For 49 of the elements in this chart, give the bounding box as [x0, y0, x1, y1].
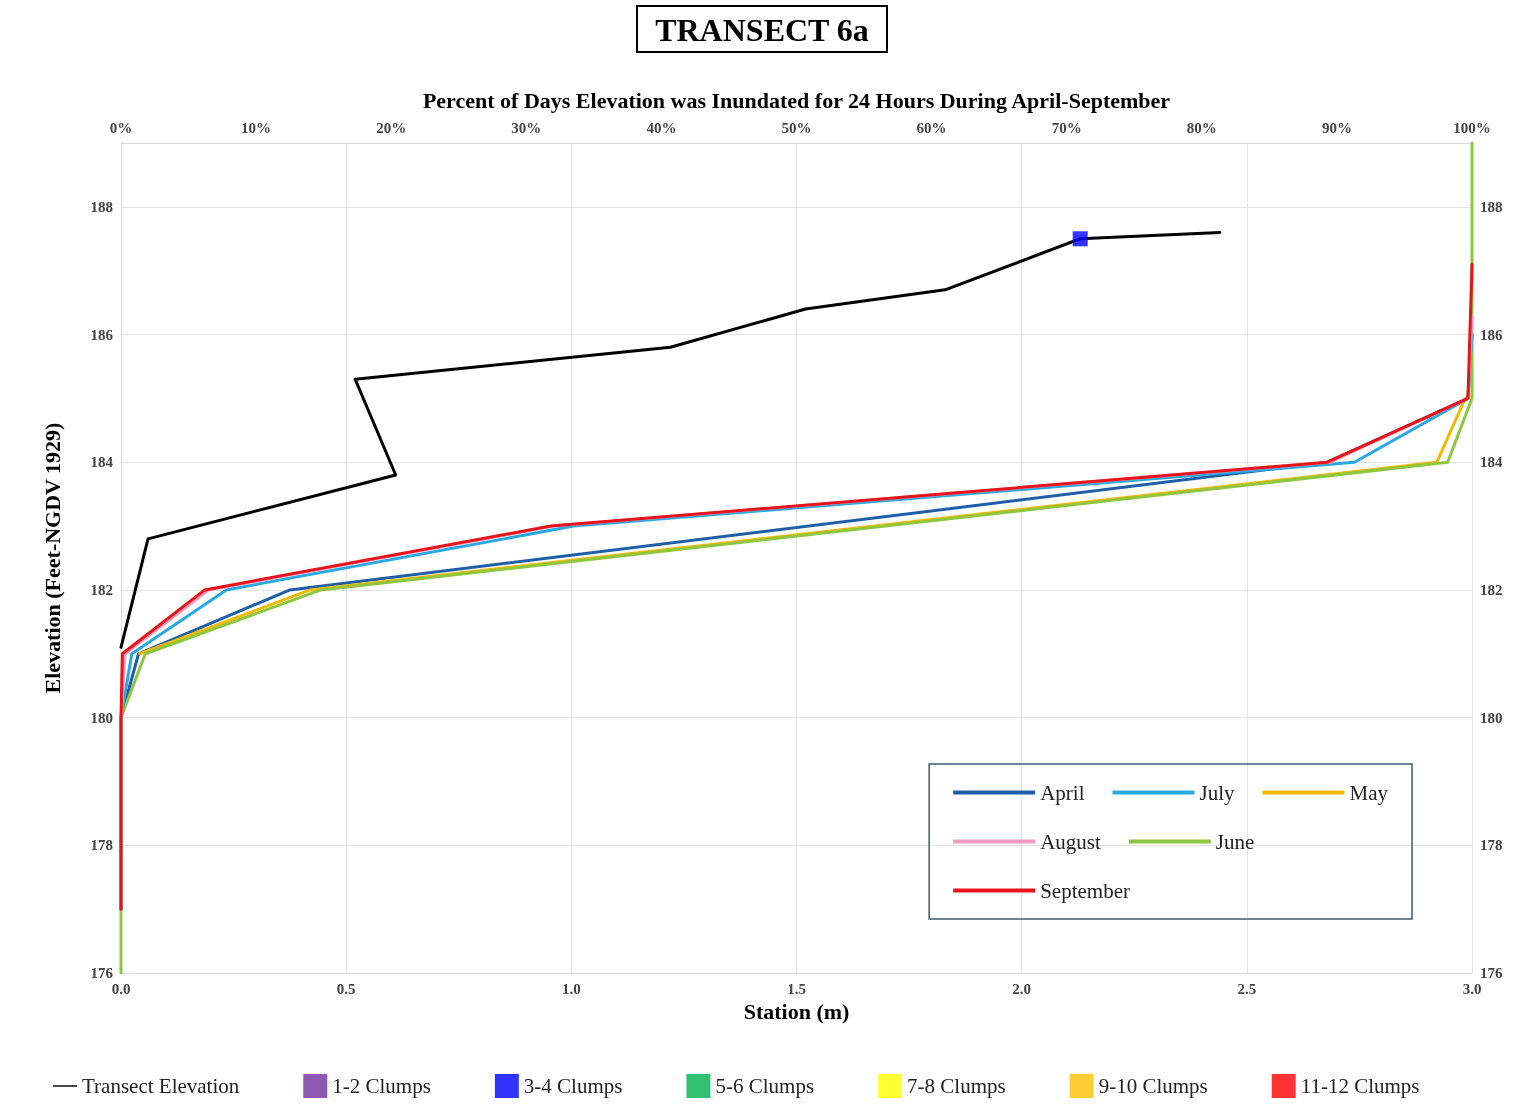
- legend-label: June: [1215, 829, 1255, 854]
- y2-tick-label: 178: [1480, 837, 1503, 854]
- legend-label: September: [1040, 878, 1130, 903]
- x2-tick-label: 90%: [1321, 119, 1352, 136]
- x2-tick-label: 100%: [1453, 119, 1491, 136]
- x2-tick-label: 70%: [1051, 119, 1082, 136]
- x2-tick-label: 80%: [1186, 119, 1217, 136]
- legend-label: July: [1199, 780, 1236, 805]
- x-tick-label: 0.0: [111, 980, 131, 997]
- legend-label: Transect Elevation: [82, 1074, 240, 1098]
- y-tick-label: 178: [90, 837, 113, 854]
- x-tick-label: 3.0: [1462, 980, 1482, 997]
- y2-tick-label: 176: [1480, 965, 1503, 981]
- y2-tick-label: 180: [1480, 709, 1503, 726]
- x2-tick-label: 20%: [376, 119, 407, 136]
- x2-tick-label: 40%: [646, 119, 677, 136]
- y2-tick-label: 184: [1480, 454, 1503, 471]
- y-tick-label: 182: [90, 581, 113, 598]
- x-tick-label: 1.5: [787, 980, 806, 997]
- legend-label: 7-8 Clumps: [907, 1074, 1006, 1098]
- x-tick-label: 0.5: [336, 980, 356, 997]
- legend-label: 9-10 Clumps: [1098, 1074, 1208, 1098]
- y-tick-label: 180: [90, 709, 113, 726]
- legend-label: August: [1040, 829, 1102, 854]
- x-axis-title: Station (m): [743, 999, 850, 1025]
- x2-tick-label: 30%: [511, 119, 542, 136]
- chart-title: TRANSECT 6a: [655, 12, 869, 48]
- legend-label: May: [1349, 780, 1389, 805]
- x2-tick-label: 50%: [781, 119, 812, 136]
- y2-tick-label: 188: [1480, 198, 1503, 215]
- x2-axis-title: Percent of Days Elevation was Inundated for 24 Hours During April-September: [422, 87, 1171, 113]
- x2-tick-label: 60%: [916, 119, 947, 136]
- y-tick-label: 186: [90, 326, 114, 343]
- y2-tick-label: 182: [1480, 581, 1503, 598]
- legend-label: 3-4 Clumps: [523, 1074, 623, 1098]
- legend-label: 11-12 Clumps: [1300, 1074, 1420, 1098]
- x-tick-label: 2.5: [1237, 980, 1257, 997]
- y-tick-label: 184: [90, 454, 114, 471]
- y2-tick-label: 186: [1480, 326, 1503, 343]
- legend-label: 1-2 Clumps: [332, 1074, 431, 1098]
- legend-label: 5-6 Clumps: [715, 1074, 815, 1098]
- y-axis-title: Elevation (Feet-NGDV 1929): [39, 422, 65, 694]
- x2-tick-label: 0%: [109, 119, 133, 136]
- x-tick-label: 2.0: [1012, 980, 1032, 997]
- y-tick-label: 188: [90, 198, 113, 215]
- legend-label: April: [1040, 780, 1085, 805]
- x-tick-label: 1.0: [561, 980, 581, 997]
- y-tick-label: 176: [90, 965, 114, 981]
- x2-tick-label: 10%: [241, 119, 272, 136]
